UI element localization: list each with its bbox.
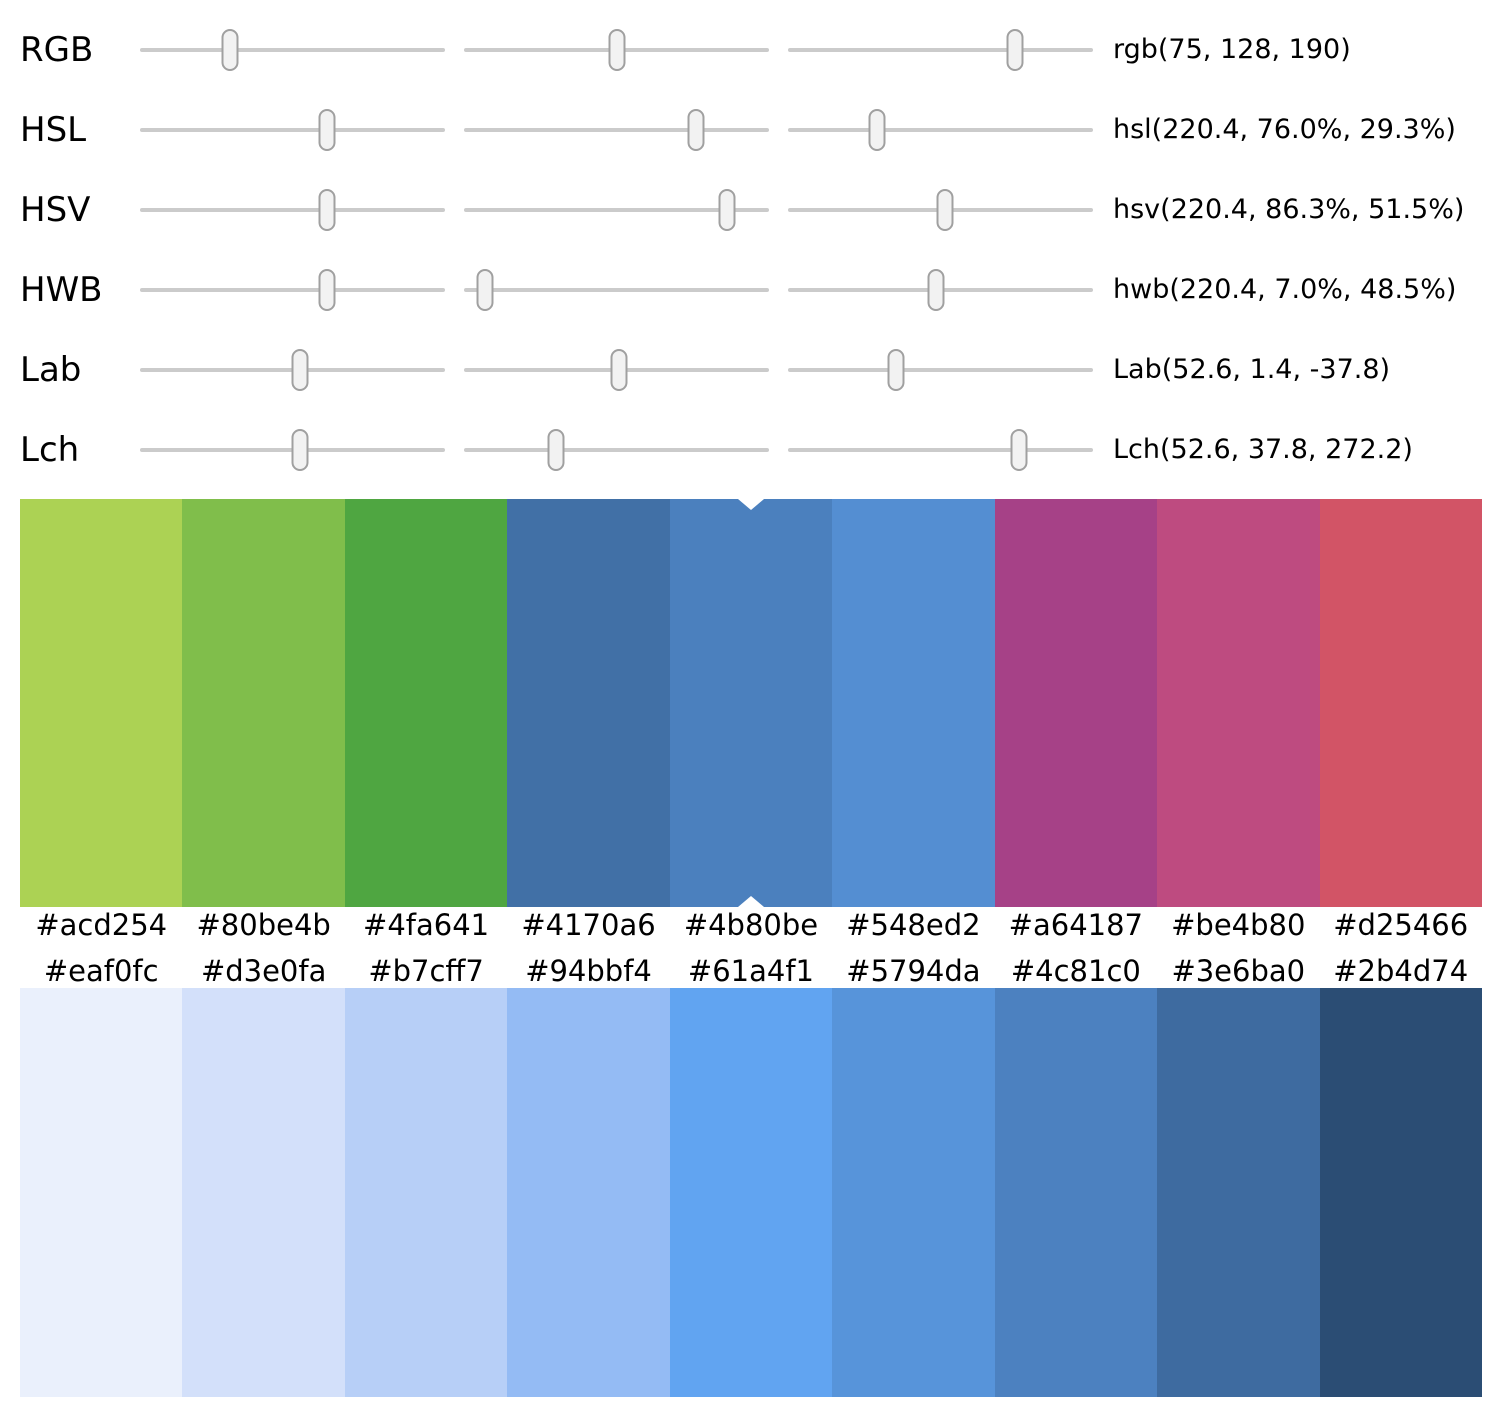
hex-code-label: #d3e0fa <box>200 954 327 988</box>
slider-thumb-channel-2[interactable] <box>610 349 628 391</box>
hex-code-label: #a64187 <box>1008 908 1143 942</box>
slider-track-channel-1[interactable] <box>140 349 445 391</box>
palette-swatch[interactable] <box>20 988 183 1397</box>
slider-track-channel-1[interactable] <box>140 29 445 71</box>
palette-swatch-selected[interactable] <box>669 499 833 907</box>
hex-code-label: #4c81c0 <box>1010 954 1141 988</box>
color-value-text: Lab(52.6, 1.4, -37.8) <box>1113 354 1391 385</box>
color-model-label: HWB <box>20 270 103 310</box>
slider-thumb-channel-2[interactable] <box>687 109 705 151</box>
slider-track-channel-2[interactable] <box>464 269 769 311</box>
slider-thumb-channel-3[interactable] <box>1010 429 1028 471</box>
shade-palette <box>20 988 1482 1397</box>
selection-notch-top-icon <box>737 499 764 510</box>
slider-row: HWB hwb(220.4, 7.0%, 48.5%) <box>0 269 1501 311</box>
shade-palette-hex-labels: #eaf0fc #d3e0fa #b7cff7 #94bbf4 #61a4f1 #5794… <box>20 950 1482 992</box>
slider-thumb-channel-1[interactable] <box>291 349 309 391</box>
color-model-label: Lab <box>20 350 82 390</box>
palette-swatch[interactable] <box>507 988 670 1397</box>
palette-swatch[interactable] <box>1157 988 1320 1397</box>
palette-swatch[interactable] <box>994 988 1158 1397</box>
slider-thumb-channel-2[interactable] <box>718 189 736 231</box>
hex-code-label: #4b80be <box>683 908 819 942</box>
hue-palette <box>20 499 1482 907</box>
palette-swatch[interactable] <box>344 988 508 1397</box>
slider-thumb-channel-1[interactable] <box>318 189 336 231</box>
palette-swatch[interactable] <box>1319 499 1482 907</box>
slider-track-channel-2[interactable] <box>464 189 769 231</box>
slider-row: RGB rgb(75, 128, 190) <box>0 29 1501 71</box>
hex-code-label: #4170a6 <box>521 908 656 942</box>
hue-palette-hex-labels: #acd254 #80be4b #4fa641 #4170a6 #4b80be #548e… <box>20 904 1482 946</box>
color-value-text: Lch(52.6, 37.8, 272.2) <box>1113 434 1413 465</box>
hex-code-label: #5794da <box>846 954 981 988</box>
color-value-text: rgb(75, 128, 190) <box>1113 34 1351 65</box>
slider-thumb-channel-3[interactable] <box>887 349 905 391</box>
color-model-label: HSV <box>20 190 91 230</box>
slider-row: HSV hsv(220.4, 86.3%, 51.5%) <box>0 189 1501 231</box>
palette-swatch[interactable] <box>832 988 995 1397</box>
palette-swatch[interactable] <box>182 499 345 907</box>
color-value-text: hwb(220.4, 7.0%, 48.5%) <box>1113 274 1457 305</box>
color-model-label: RGB <box>20 30 94 70</box>
slider-track-channel-1[interactable] <box>140 429 445 471</box>
slider-thumb-channel-1[interactable] <box>291 429 309 471</box>
palette-swatch[interactable] <box>669 988 833 1397</box>
hex-code-label: #3e6ba0 <box>1171 954 1306 988</box>
slider-thumb-channel-3[interactable] <box>936 189 954 231</box>
slider-track-channel-1[interactable] <box>140 109 445 151</box>
slider-row: HSL hsl(220.4, 76.0%, 29.3%) <box>0 109 1501 151</box>
slider-thumb-channel-3[interactable] <box>868 109 886 151</box>
palette-swatch[interactable] <box>994 499 1158 907</box>
hex-code-label: #94bbf4 <box>525 954 652 988</box>
slider-track-channel-3[interactable] <box>788 189 1093 231</box>
slider-thumb-channel-3[interactable] <box>927 269 945 311</box>
slider-track-channel-1[interactable] <box>140 189 445 231</box>
color-value-text: hsv(220.4, 86.3%, 51.5%) <box>1113 194 1465 225</box>
slider-track-channel-2[interactable] <box>464 349 769 391</box>
palette-swatch[interactable] <box>1157 499 1320 907</box>
hex-code-label: #be4b80 <box>1171 908 1306 942</box>
slider-track-channel-3[interactable] <box>788 109 1093 151</box>
hex-code-label: #4fa641 <box>363 908 490 942</box>
slider-track-channel-3[interactable] <box>788 349 1093 391</box>
hex-code-label: #548ed2 <box>846 908 981 942</box>
hex-code-label: #80be4b <box>196 908 331 942</box>
color-model-label: HSL <box>20 110 87 150</box>
slider-row: Lab Lab(52.6, 1.4, -37.8) <box>0 349 1501 391</box>
slider-track-channel-1[interactable] <box>140 269 445 311</box>
hex-code-label: #b7cff7 <box>368 954 484 988</box>
hex-code-label: #2b4d74 <box>1333 954 1469 988</box>
slider-thumb-channel-3[interactable] <box>1006 29 1024 71</box>
hex-code-label: #acd254 <box>35 908 168 942</box>
slider-row: Lch Lch(52.6, 37.8, 272.2) <box>0 429 1501 471</box>
palette-swatch[interactable] <box>832 499 995 907</box>
hex-code-label: #61a4f1 <box>687 954 815 988</box>
palette-swatch[interactable] <box>182 988 345 1397</box>
palette-swatch[interactable] <box>1319 988 1482 1397</box>
slider-track-channel-3[interactable] <box>788 429 1093 471</box>
slider-thumb-channel-1[interactable] <box>318 269 336 311</box>
slider-track-channel-3[interactable] <box>788 269 1093 311</box>
slider-thumb-channel-1[interactable] <box>318 109 336 151</box>
slider-track-channel-2[interactable] <box>464 429 769 471</box>
slider-thumb-channel-2[interactable] <box>547 429 565 471</box>
hex-code-label: #d25466 <box>1333 908 1469 942</box>
selection-notch-bottom-icon <box>737 896 764 907</box>
slider-track-channel-2[interactable] <box>464 29 769 71</box>
slider-track-channel-3[interactable] <box>788 29 1093 71</box>
color-value-text: hsl(220.4, 76.0%, 29.3%) <box>1113 114 1456 145</box>
slider-thumb-channel-2[interactable] <box>608 29 626 71</box>
slider-thumb-channel-2[interactable] <box>476 269 494 311</box>
slider-thumb-channel-1[interactable] <box>221 29 239 71</box>
hex-code-label: #eaf0fc <box>43 954 159 988</box>
palette-swatch[interactable] <box>344 499 508 907</box>
palette-swatch[interactable] <box>507 499 670 907</box>
color-model-label: Lch <box>20 430 80 470</box>
slider-track-channel-2[interactable] <box>464 109 769 151</box>
palette-swatch[interactable] <box>20 499 183 907</box>
